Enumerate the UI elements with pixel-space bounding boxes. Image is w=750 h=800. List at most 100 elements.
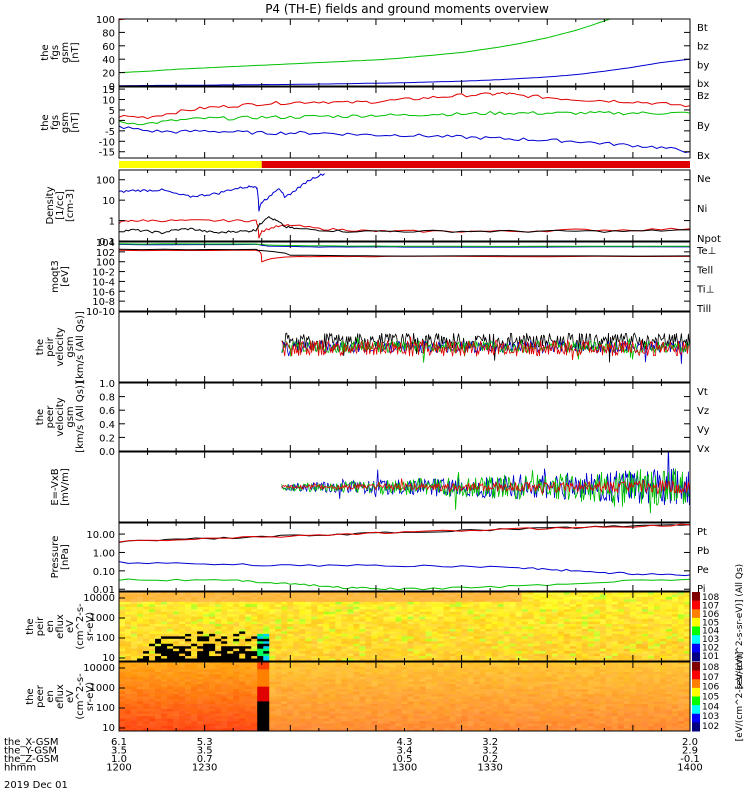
y-tick-label: 10000 — [83, 663, 115, 674]
xaxis-tick-value: 0.7 — [197, 754, 213, 765]
colorbar-tick: 106 — [702, 610, 719, 620]
y-tick-label: 10 — [102, 96, 115, 107]
y-axis-label: thefgsgsm[nT] — [40, 112, 81, 133]
colorbar-tick: 108 — [702, 593, 719, 603]
panel-8: 10.00 1.00 0.10 0.01 Pt Pb Pe Pi Pressure[nPa] — [50, 522, 709, 596]
y-axis-label: thepeerenefluxeV(cm^2-s-sr-eV) — [25, 673, 96, 720]
y-tick-label: 15 — [102, 85, 115, 96]
y-tick-label: -5 — [105, 127, 115, 138]
xaxis-tick-value: 0.2 — [482, 754, 498, 765]
y-tick-label: 102 — [96, 248, 115, 259]
y-tick-label: 0.1 — [99, 237, 115, 248]
y-axis-label: moqt3[eV] — [50, 260, 71, 293]
legend-Vz: Vz — [697, 406, 709, 417]
y-axis-label: Density[1/cc][cm-3] — [45, 186, 76, 224]
xaxis-tick-value: 3.5 — [111, 746, 127, 757]
spectrogram-9 — [119, 592, 690, 661]
colorbar-tick: 101 — [702, 652, 719, 662]
series-group — [119, 523, 690, 591]
xaxis-tick-value: 4.3 — [397, 737, 413, 748]
series-group — [281, 332, 690, 364]
series-group — [119, 19, 690, 86]
y-axis-label: thepeirenefluxeV(cm^2-s-sr-eV) — [25, 603, 96, 650]
legend-Pt: Pt — [697, 527, 707, 538]
xaxis-row-label: the_X-GSM — [4, 737, 58, 748]
colorbar-tick: 107 — [702, 601, 719, 611]
y-tick-label: 10-6 — [92, 287, 115, 298]
y-tick-label: 100 — [96, 15, 115, 26]
series-by — [119, 19, 612, 74]
y-tick-label: 104 — [96, 238, 115, 249]
xaxis-tick-value: 1330 — [477, 763, 502, 774]
panel-frame — [118, 522, 691, 592]
legend-Ne: Ne — [697, 174, 711, 185]
y-tick-label: 20 — [102, 69, 115, 80]
y-tick-label: 1.0 — [99, 379, 115, 390]
colorbar-label: [eV/(cm^2-s-sr-eV)] — [735, 652, 745, 742]
series-Npot — [119, 173, 325, 212]
legend-Ni: Ni — [697, 204, 707, 215]
series-group — [281, 452, 690, 514]
xaxis-tick-value: 3.2 — [482, 746, 498, 757]
panel-5: thepeirvelocitygsm[km/s (All Qs)] — [35, 311, 691, 383]
y-tick-label: 60 — [102, 42, 115, 53]
colorbar-tick: 104 — [702, 627, 719, 637]
colorbar-tick: 103 — [702, 712, 719, 722]
xaxis-tick-value: 5.3 — [197, 737, 213, 748]
series-Vt — [281, 332, 690, 363]
y-axis-label: E=-VxB[mV/m] — [50, 468, 71, 506]
xaxis-tick-value: 2.0 — [682, 737, 698, 748]
xaxis-tick-value: 1400 — [677, 763, 702, 774]
y-tick-label: 10 — [102, 196, 115, 207]
y-tick-label: 0 — [109, 82, 115, 93]
y-axis-label: thefgsgsm[nT] — [40, 42, 81, 63]
legend-Ti⊥: Ti⊥ — [696, 285, 714, 296]
series-Vy — [281, 337, 690, 363]
y-tick-label: 0.4 — [99, 420, 115, 431]
y-tick-label: 1000 — [90, 683, 115, 694]
y-tick-label: 1000 — [90, 613, 115, 624]
colorbar-tick: 102 — [702, 644, 719, 654]
y-tick-label: 0 — [109, 116, 115, 127]
series-Pe — [119, 578, 690, 591]
legend-Bz: Bz — [697, 91, 709, 102]
y-tick-label: 100 — [96, 633, 115, 644]
status-bar-yellow — [119, 161, 262, 168]
y-tick-label: 10-10 — [86, 307, 115, 318]
series-group — [119, 173, 690, 239]
xaxis-tick-value: 3.4 — [397, 746, 413, 757]
status-bar-red — [261, 161, 690, 168]
y-tick-label: 1.00 — [93, 548, 115, 559]
y-tick-label: 0.2 — [99, 433, 115, 444]
colorbar-tick: 103 — [702, 635, 719, 645]
legend-bx: bx — [697, 79, 709, 90]
series-Ez — [281, 478, 690, 495]
xaxis-tick-value: 3.2 — [482, 737, 498, 748]
y-tick-label: 40 — [102, 55, 115, 66]
xaxis-row-label: the_Z-GSM — [4, 754, 59, 765]
y-tick-label: 0.6 — [99, 406, 115, 417]
xaxis-tick-value: 2.9 — [682, 746, 698, 757]
series-bx — [119, 58, 690, 86]
y-tick-label: 0.8 — [99, 393, 115, 404]
colorbar-tick: 104 — [702, 702, 719, 712]
y-tick-label: 5 — [109, 106, 115, 117]
xaxis-tick-value: 1230 — [192, 763, 217, 774]
colorbar-tick: 107 — [702, 673, 719, 683]
colorbar-label: [eV/(cm^2-s-sr-eV)] (All Qs) — [735, 564, 745, 689]
panel-1: 100 80 60 40 20 0 Bt bz by bx thefgsgsm[nT] — [40, 15, 709, 93]
legend-Vy: Vy — [697, 425, 710, 436]
series-Vz — [281, 336, 690, 361]
y-tick-label: 10-4 — [92, 277, 115, 288]
legend-Vx: Vx — [697, 444, 710, 455]
xaxis-tick-value: 3.5 — [197, 746, 213, 757]
series-Ey — [281, 468, 690, 514]
y-axis-label: thepeervelocitygsm[km/s (All Qs)] — [35, 381, 86, 453]
series-Bx — [119, 125, 690, 154]
y-tick-label: 100 — [96, 703, 115, 714]
y-tick-label: -15 — [99, 148, 115, 159]
legend-bz: bz — [697, 42, 709, 53]
